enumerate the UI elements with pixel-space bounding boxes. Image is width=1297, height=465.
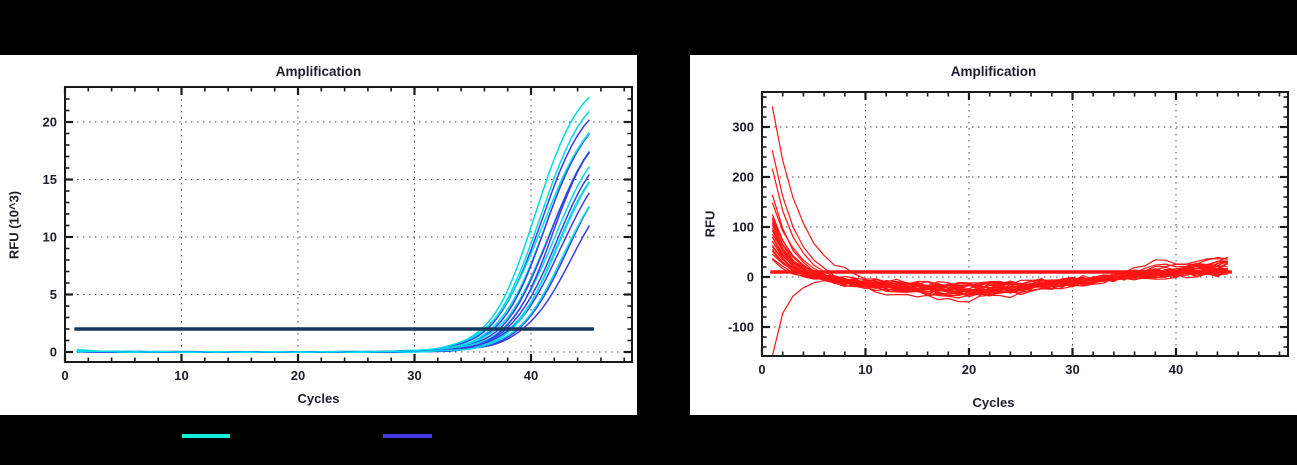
amplification-curve-red bbox=[771, 258, 1228, 294]
svg-text:10: 10 bbox=[174, 368, 188, 383]
svg-text:200: 200 bbox=[732, 170, 754, 185]
svg-text:0: 0 bbox=[747, 270, 754, 285]
svg-text:15: 15 bbox=[43, 172, 57, 187]
svg-text:0: 0 bbox=[758, 362, 765, 377]
svg-text:100: 100 bbox=[732, 220, 754, 235]
plot-border bbox=[761, 91, 1289, 357]
axis-ticks bbox=[760, 92, 1288, 356]
axis-ticks bbox=[63, 87, 632, 362]
x-axis-label-right: Cycles bbox=[972, 395, 1015, 410]
amplification-curve-red bbox=[771, 269, 1228, 356]
gridlines bbox=[762, 92, 1288, 356]
amplification-curve-red bbox=[771, 106, 1228, 289]
tick-labels: 0 10 20 30 40 -100 0 100 200 300 bbox=[728, 120, 1183, 378]
amplification-chart-left: 0 10 20 30 40 0 5 10 15 20 bbox=[43, 86, 633, 384]
legend-blue-series-swatch bbox=[383, 434, 432, 438]
amplification-curve-cyan bbox=[76, 205, 590, 354]
chart-title-left: Amplification bbox=[275, 64, 362, 79]
plot-border bbox=[64, 86, 633, 363]
amplification-curve-cyan bbox=[76, 110, 590, 354]
svg-text:10: 10 bbox=[858, 362, 872, 377]
amplification-panel-right: Amplification RFU Cycles 0 10 20 30 40 -100 0 1… bbox=[690, 55, 1297, 415]
x-axis-label-left: Cycles bbox=[297, 391, 340, 406]
svg-text:0: 0 bbox=[61, 368, 68, 383]
svg-text:-100: -100 bbox=[728, 320, 754, 335]
svg-text:20: 20 bbox=[962, 362, 976, 377]
amplification-panel-left: Amplification RFU (10^3) Cycles 0 10 20 30 4… bbox=[0, 55, 637, 415]
svg-text:40: 40 bbox=[1169, 362, 1183, 377]
tick-labels: 0 10 20 30 40 0 5 10 15 20 bbox=[43, 115, 539, 384]
amplification-curve-red bbox=[771, 249, 1228, 295]
svg-text:20: 20 bbox=[291, 368, 305, 383]
svg-text:0: 0 bbox=[50, 345, 57, 360]
svg-text:20: 20 bbox=[43, 115, 57, 130]
amplification-curve-cyan bbox=[76, 166, 590, 354]
legend-cyan-series-swatch bbox=[182, 434, 230, 438]
gridlines bbox=[65, 87, 632, 362]
svg-text:5: 5 bbox=[50, 287, 57, 302]
svg-text:10: 10 bbox=[43, 230, 57, 245]
svg-text:300: 300 bbox=[732, 120, 754, 135]
svg-text:30: 30 bbox=[1065, 362, 1079, 377]
chart-title-right: Amplification bbox=[950, 64, 1037, 79]
svg-text:30: 30 bbox=[407, 368, 421, 383]
amplification-chart-right: 0 10 20 30 40 -100 0 100 200 300 bbox=[728, 91, 1289, 378]
svg-text:40: 40 bbox=[524, 368, 538, 383]
